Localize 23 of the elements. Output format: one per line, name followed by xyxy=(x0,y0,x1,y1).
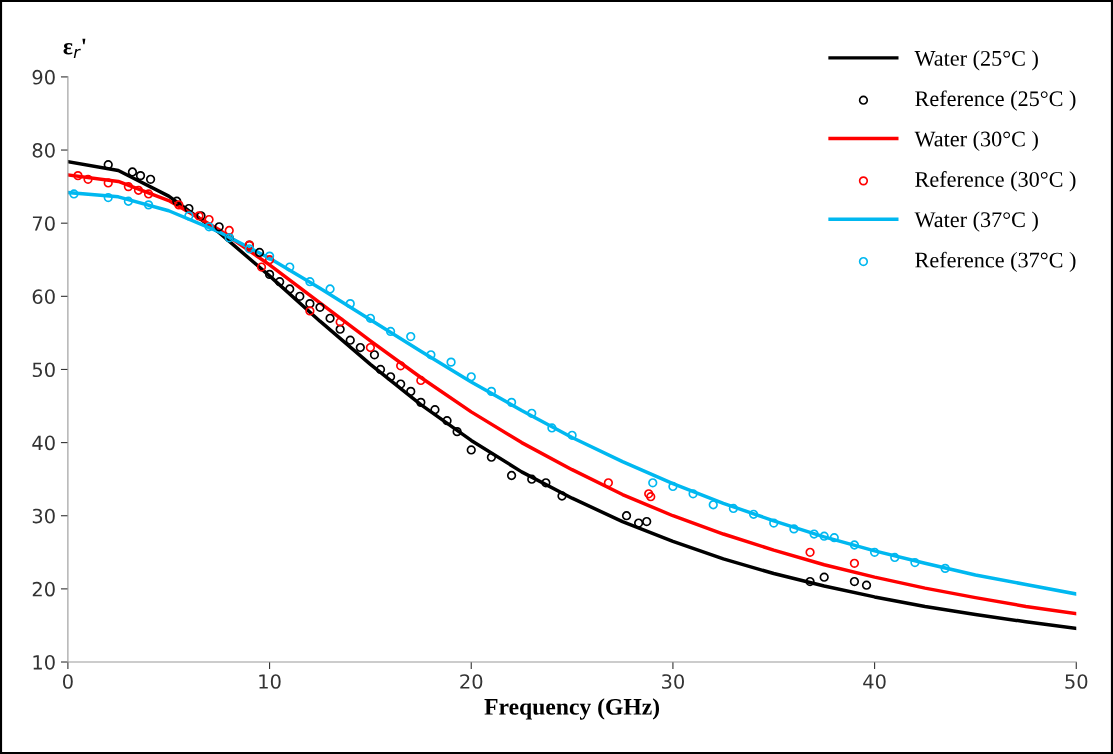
x-axis-title: Frequency (GHz) xyxy=(484,698,660,720)
y-axis-title: ε$_{r}$' xyxy=(63,38,86,59)
legend-label: Reference (30°C ) xyxy=(915,171,1076,192)
x-tick-label: 10 xyxy=(259,674,281,689)
y-tick-label: 20 xyxy=(32,581,55,597)
legend-label: Water (25°C ) xyxy=(914,50,1038,71)
y-tick-label: 70 xyxy=(32,216,55,231)
y-tick-label: 90 xyxy=(32,69,55,85)
x-tick-label: 40 xyxy=(863,674,886,689)
y-tick-label: 60 xyxy=(32,289,55,304)
x-tick-label: 30 xyxy=(662,674,684,689)
legend-label: Water (30°C ) xyxy=(914,130,1038,152)
x-tick-label: 20 xyxy=(460,674,483,689)
legend-label: Reference (25°C ) xyxy=(915,90,1076,111)
y-tick-label: 80 xyxy=(32,143,55,158)
x-tick-label: 50 xyxy=(1065,674,1088,689)
y-tick-label: 40 xyxy=(32,435,55,451)
legend-label: Water (37°C ) xyxy=(914,211,1038,232)
x-tick-label: 0 xyxy=(62,674,73,689)
y-tick-label: 30 xyxy=(32,508,55,524)
y-tick-label: 50 xyxy=(32,362,55,378)
legend-label: Reference (37°C ) xyxy=(915,251,1076,273)
y-tick-label: 10 xyxy=(33,654,55,670)
